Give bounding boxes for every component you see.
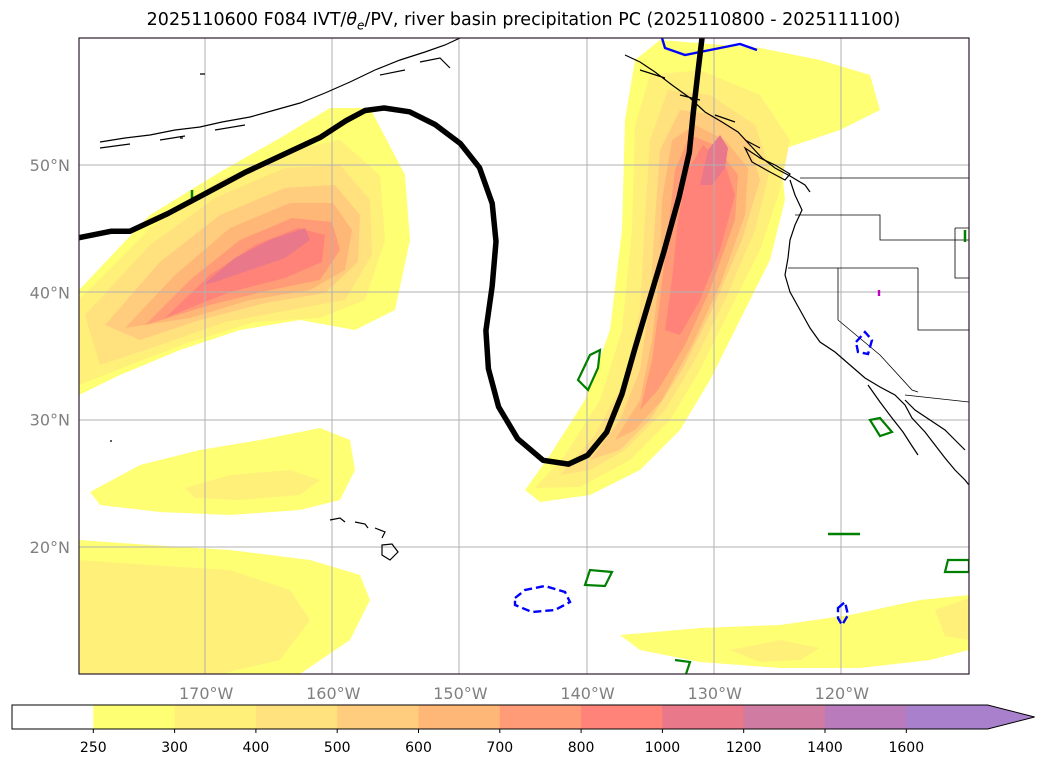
ivt-shade-300-sw <box>79 560 310 674</box>
x-tick-label: 120°W <box>815 684 870 703</box>
ivt-field-west <box>79 108 410 395</box>
vancouver-island <box>743 146 791 181</box>
colorbar-segment <box>337 705 420 729</box>
ivt-shade-1000 <box>203 228 310 285</box>
colorbar-tick-label: 250 <box>80 740 107 756</box>
pv-contour-blue-2 <box>854 330 874 356</box>
north-america-west-coast <box>784 179 969 486</box>
colorbar-tick-label: 1200 <box>726 740 762 756</box>
idaho-border <box>954 227 969 279</box>
theta-e-contour <box>79 38 705 467</box>
colorbar-segment <box>662 705 745 729</box>
colorbar-segment <box>93 705 176 729</box>
pv-contour-green-5 <box>674 658 692 674</box>
aleutian-dots <box>110 73 205 442</box>
colorbar-tick-label: 1000 <box>645 740 681 756</box>
pv-contour-green-1 <box>576 348 602 392</box>
pv-contour-blue-3 <box>836 599 850 628</box>
alaska-panhandle <box>624 54 811 193</box>
ivt-shade-300-se2 <box>935 598 969 640</box>
colorbar-tick-label: 300 <box>161 740 188 756</box>
colorbar-tick-label: 500 <box>324 740 351 756</box>
colorbar-segment <box>743 705 826 729</box>
california-nevada-border <box>837 268 919 393</box>
ivt-shade-250-se <box>620 595 969 668</box>
nevada-utah-border <box>917 268 969 331</box>
gridlines <box>79 38 969 674</box>
colorbar-tick-labels: 250 300 400 500 600 700 800 1000 1200 1400 1600 <box>80 729 924 756</box>
ivt-shade-300-s <box>185 470 320 500</box>
us-mexico-border <box>904 394 969 403</box>
x-tick-label: 150°W <box>433 684 488 703</box>
x-axis-labels: 170°W 160°W 150°W 140°W 130°W 120°W <box>179 684 869 703</box>
y-tick-label: 30°N <box>30 411 70 430</box>
x-tick-label: 170°W <box>179 684 234 703</box>
ivt-field-south <box>79 428 969 674</box>
pv-contour-blue-1 <box>513 584 572 614</box>
alaska-coast <box>99 38 461 149</box>
y-tick-label: 20°N <box>30 538 70 557</box>
y-tick-label: 40°N <box>30 283 70 302</box>
x-tick-label: 140°W <box>560 684 615 703</box>
ivt-shade-250-s <box>90 428 355 515</box>
colorbar-extend-arrow <box>986 705 1035 729</box>
colorbar-tick-label: 600 <box>405 740 432 756</box>
colorbar-segment <box>418 705 501 729</box>
map-area <box>79 38 969 674</box>
colorbar-segment <box>499 705 582 729</box>
colorbar-segment <box>906 705 989 729</box>
y-tick-label: 50°N <box>30 156 70 175</box>
x-tick-label: 160°W <box>306 684 361 703</box>
colorbar-tick-label: 1400 <box>807 740 843 756</box>
pv-contour-green-2 <box>583 568 614 588</box>
chart-title: 2025110600 F084 IVT/θe/PV, river basin p… <box>146 10 901 33</box>
hawaii <box>329 517 399 561</box>
map-frame <box>78 37 970 675</box>
colorbar-segment <box>255 705 338 729</box>
oregon-washington-border <box>795 214 969 241</box>
colorbar-tick-label: 700 <box>486 740 513 756</box>
baja-california <box>867 384 966 456</box>
colorbar-segment <box>12 705 94 729</box>
ivt-shade-800-e <box>665 145 735 335</box>
coastlines <box>99 38 969 561</box>
y-axis-labels: 50°N 40°N 30°N 20°N <box>30 156 70 557</box>
colorbar-tick-label: 400 <box>243 740 270 756</box>
state-borders <box>788 177 969 403</box>
colorbar <box>11 704 1035 730</box>
pv-contour-green-4 <box>943 558 969 574</box>
colorbar-tick-label: 1600 <box>888 740 924 756</box>
colorbar-segment <box>174 705 257 729</box>
colorbar-segment <box>581 705 663 729</box>
colorbar-outline <box>11 704 1035 730</box>
x-tick-label: 130°W <box>688 684 743 703</box>
pv-contour-green-3 <box>868 416 894 438</box>
colorbar-segment <box>825 705 907 729</box>
colorbar-tick-label: 800 <box>568 740 595 756</box>
ivt-shade-300-se <box>730 640 820 662</box>
